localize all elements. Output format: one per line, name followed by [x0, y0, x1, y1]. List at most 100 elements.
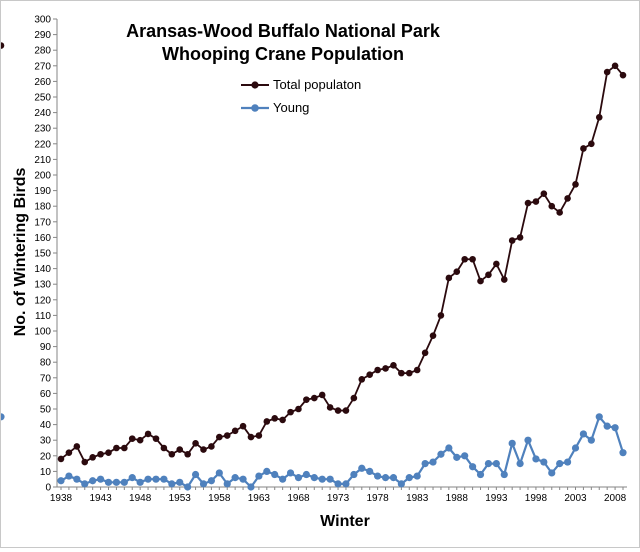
point-total	[144, 430, 152, 438]
point-total	[239, 422, 247, 430]
point-total	[263, 418, 271, 425]
point-young	[57, 477, 65, 485]
y-tick-label: 300	[34, 15, 51, 26]
point-total	[81, 458, 89, 466]
point-total	[580, 145, 587, 152]
series-line-total	[60, 64, 624, 463]
point-young	[231, 474, 239, 482]
y-tick-label: 10	[40, 467, 52, 478]
y-tick-label: 30	[40, 436, 52, 447]
x-tick-label: 1958	[208, 493, 231, 504]
point-total	[57, 455, 65, 463]
point-total	[128, 435, 136, 442]
legend-marker-total	[251, 81, 259, 89]
point-total	[176, 446, 184, 453]
x-tick-label: 1968	[287, 493, 310, 504]
point-young	[334, 480, 342, 488]
point-young	[532, 455, 540, 463]
y-tick-label: 170	[34, 217, 51, 228]
point-total	[295, 405, 302, 413]
point-young	[453, 453, 461, 461]
point-total	[500, 276, 508, 283]
y-tick-label: 150	[34, 249, 51, 260]
point-young	[563, 458, 572, 466]
y-tick-label: 260	[34, 77, 51, 88]
point-young	[500, 470, 508, 479]
point-total	[588, 140, 595, 148]
point-total	[168, 450, 176, 458]
point-total	[334, 407, 342, 414]
point-young	[318, 475, 326, 483]
point-young	[611, 424, 619, 432]
point-young	[65, 472, 73, 480]
point-young	[437, 450, 445, 458]
point-young	[239, 475, 247, 483]
y-tick-label: 0	[45, 483, 51, 494]
point-young	[294, 474, 303, 482]
point-young	[397, 480, 405, 488]
point-total	[287, 408, 294, 416]
point-total	[493, 260, 500, 268]
x-tick-label: 1998	[525, 493, 548, 504]
y-tick-label: 180	[34, 202, 51, 213]
point-total	[105, 449, 112, 456]
y-tick-label: 60	[40, 389, 52, 400]
chart-title-line-2: Whooping Crane Population	[162, 44, 404, 64]
y-tick-label: 110	[35, 311, 51, 322]
point-total	[611, 62, 619, 70]
point-young	[104, 478, 113, 486]
point-total	[421, 349, 429, 357]
point-young	[152, 475, 160, 483]
point-young	[445, 444, 453, 452]
point-young	[120, 478, 128, 486]
x-tick-label: 1973	[327, 493, 350, 504]
legend-label-total: Total populaton	[273, 77, 361, 92]
point-young	[271, 470, 279, 479]
point-young	[603, 422, 611, 430]
point-total	[358, 376, 366, 383]
point-total	[303, 396, 310, 403]
point-total	[136, 436, 144, 444]
point-young	[199, 480, 208, 488]
y-tick-label: 90	[40, 342, 52, 353]
point-young	[476, 470, 485, 479]
x-tick-label: 1983	[406, 493, 429, 504]
point-young	[413, 472, 421, 480]
x-tick-label: 1948	[129, 493, 152, 504]
point-total	[485, 271, 492, 279]
point-total	[223, 432, 231, 439]
legend-label-young: Young	[273, 100, 309, 115]
x-tick-label: 2008	[604, 493, 627, 504]
point-total	[445, 274, 453, 282]
point-young	[160, 475, 168, 483]
point-total	[564, 195, 571, 202]
y-axis-title: No. of Wintering Birds	[12, 168, 29, 337]
point-total	[390, 362, 397, 369]
point-young	[595, 413, 603, 421]
point-young	[112, 478, 121, 486]
y-tick-label: 290	[34, 30, 51, 41]
point-young	[81, 480, 89, 488]
point-young	[492, 460, 500, 468]
point-total	[342, 407, 350, 414]
point-total	[184, 450, 191, 458]
point-young	[326, 475, 334, 483]
point-total	[97, 450, 104, 458]
point-young	[176, 478, 184, 486]
point-total	[595, 113, 603, 121]
point-young	[89, 477, 97, 485]
point-young	[73, 475, 81, 483]
point-young	[429, 458, 437, 466]
point-total	[318, 391, 326, 399]
point-young	[223, 480, 231, 488]
x-tick-label: 1993	[485, 493, 508, 504]
point-young	[207, 477, 215, 485]
point-young	[358, 464, 366, 472]
point-young	[215, 469, 223, 477]
x-tick-label: 2003	[564, 493, 587, 504]
point-young	[302, 470, 310, 479]
point-total	[366, 371, 374, 378]
point-young	[389, 474, 398, 482]
point-young	[255, 472, 263, 480]
